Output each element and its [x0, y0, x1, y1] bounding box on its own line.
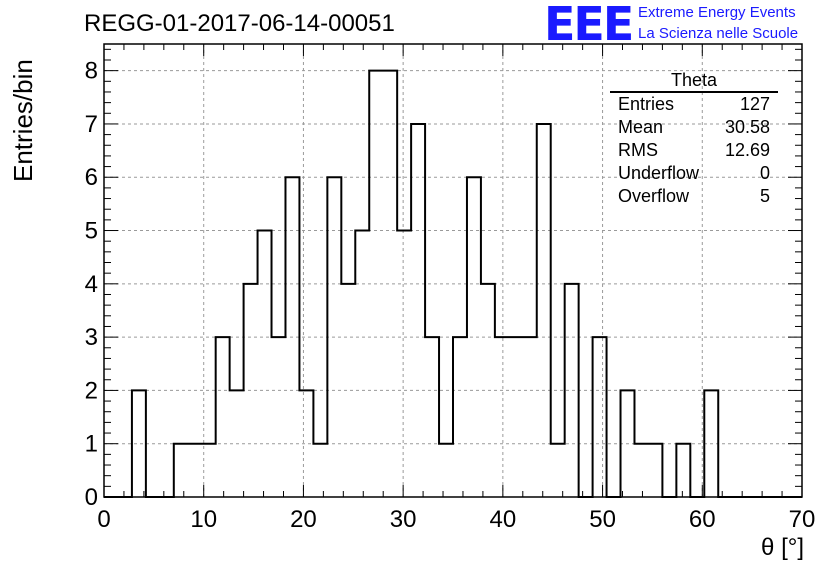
- eee-logo: EEE: [544, 0, 634, 51]
- histogram-bin: [425, 337, 439, 497]
- x-tick-label: 60: [689, 506, 716, 533]
- logo-line-2: La Scienza nelle Scuole: [638, 25, 799, 42]
- histogram-bin: [467, 177, 481, 497]
- stats-name: Theta: [610, 70, 778, 93]
- stats-value: 30.58: [724, 117, 770, 137]
- histogram-bin: [481, 284, 495, 497]
- stats-row-underflow: Underflow 0: [610, 162, 778, 185]
- stats-label: Overflow: [618, 186, 690, 206]
- histogram-bin: [509, 337, 523, 497]
- y-tick-label: 0: [85, 484, 98, 511]
- logo-line-1: Extreme Energy Events: [638, 4, 796, 21]
- histogram-bin: [341, 284, 355, 497]
- histogram-bin: [174, 444, 188, 497]
- histogram-bin: [313, 444, 327, 497]
- histogram-bin: [272, 337, 286, 497]
- stats-value: 127: [739, 94, 770, 114]
- stats-row-rms: RMS 12.69: [610, 139, 778, 162]
- stats-value: 12.69: [724, 140, 770, 160]
- histogram-bin: [648, 444, 662, 497]
- y-tick-label: 6: [85, 164, 98, 191]
- stats-row-entries: Entries 127: [610, 93, 778, 116]
- x-tick-label: 30: [390, 506, 417, 533]
- histogram-bin: [411, 124, 425, 497]
- histogram-bin: [216, 337, 230, 497]
- y-tick-label: 2: [85, 377, 98, 404]
- histogram-bin: [453, 337, 467, 497]
- y-tick-label: 8: [85, 58, 98, 85]
- stats-value: 0: [759, 163, 770, 183]
- chart-title: REGG-01-2017-06-14-00051: [84, 10, 395, 37]
- histogram-bin: [244, 284, 258, 497]
- x-tick-label: 20: [290, 506, 317, 533]
- plot-frame: [103, 43, 803, 498]
- histogram-bin: [188, 444, 202, 497]
- histogram-bin: [355, 231, 369, 497]
- histogram-bin: [285, 177, 299, 497]
- histogram-bin: [621, 390, 635, 497]
- histogram-bin: [369, 71, 383, 497]
- stats-value: 5: [759, 186, 770, 206]
- y-tick-label: 3: [85, 324, 98, 351]
- y-tick-label: 4: [85, 271, 98, 298]
- histogram-bin: [537, 124, 551, 497]
- histogram-bin: [132, 390, 146, 497]
- y-tick-label: 7: [85, 111, 98, 138]
- y-tick-label: 5: [85, 218, 98, 245]
- histogram-bin: [383, 71, 397, 497]
- histogram-bin: [634, 444, 648, 497]
- x-tick-label: 10: [190, 506, 217, 533]
- histogram-bin: [565, 284, 579, 497]
- histogram-bin: [230, 390, 244, 497]
- x-tick-label: 50: [589, 506, 616, 533]
- histogram-bin: [523, 337, 537, 497]
- histogram-bin: [593, 337, 607, 497]
- histogram-bin: [495, 337, 509, 497]
- stats-box: Theta Entries 127 Mean 30.58 RMS 12.69 U…: [610, 70, 778, 208]
- histogram-bin: [202, 444, 216, 497]
- x-axis-label: θ [°]: [761, 534, 804, 561]
- histogram-bin: [704, 390, 718, 497]
- stats-label: Entries: [618, 94, 675, 114]
- histogram-bin: [397, 231, 411, 497]
- histogram-bin: [439, 444, 453, 497]
- histogram-bin: [299, 390, 313, 497]
- x-tick-label: 0: [97, 506, 110, 533]
- y-tick-label: 1: [85, 431, 98, 458]
- histogram-bin: [676, 444, 690, 497]
- stats-label: Mean: [618, 117, 664, 137]
- x-tick-label: 70: [789, 506, 816, 533]
- histogram-bin: [327, 177, 341, 497]
- y-axis-label: Entries/bin: [8, 59, 38, 182]
- stats-label: RMS: [618, 140, 658, 160]
- histogram-bin: [551, 444, 565, 497]
- x-tick-label: 40: [490, 506, 517, 533]
- histogram-outline: [104, 69, 802, 498]
- stats-label: Underflow: [618, 163, 700, 183]
- stats-row-overflow: Overflow 5: [610, 185, 778, 208]
- stats-row-mean: Mean 30.58: [610, 116, 778, 139]
- histogram-bin: [258, 231, 272, 497]
